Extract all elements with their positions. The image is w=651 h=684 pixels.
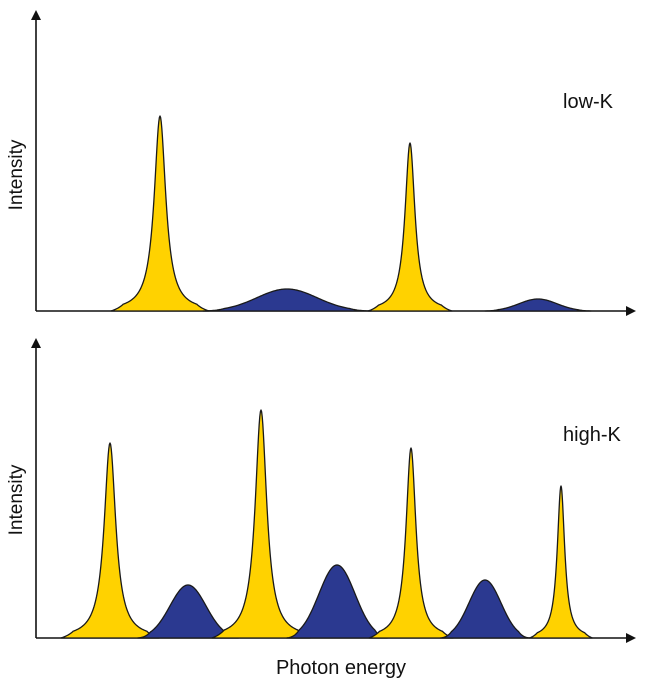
peaks-high-k <box>60 409 594 639</box>
panel-label-high-k: high-K <box>563 424 621 446</box>
panel-high-k: Intensity high-K <box>6 338 636 643</box>
harmonic-peak-6 <box>528 485 594 639</box>
broad-peak-3 <box>484 298 592 312</box>
harmonic-peak-0 <box>60 442 160 639</box>
panel-low-k: Intensity low-K <box>6 10 636 316</box>
peaks-low-k <box>110 115 592 312</box>
y-axis-label-bottom: Intensity <box>6 464 27 535</box>
harmonic-peak-2 <box>367 142 453 312</box>
broad-peak-1 <box>202 288 372 312</box>
harmonic-peak-2 <box>211 409 311 639</box>
y-axis-label-top: Intensity <box>6 139 27 210</box>
x-axis-label: Photon energy <box>276 657 406 679</box>
panel-label-low-k: low-K <box>563 91 614 113</box>
harmonic-peak-0 <box>110 115 210 312</box>
broad-peak-5 <box>439 579 531 639</box>
broad-peak-3 <box>285 564 389 639</box>
harmonic-peak-4 <box>368 447 454 639</box>
broad-peak-1 <box>136 584 240 639</box>
